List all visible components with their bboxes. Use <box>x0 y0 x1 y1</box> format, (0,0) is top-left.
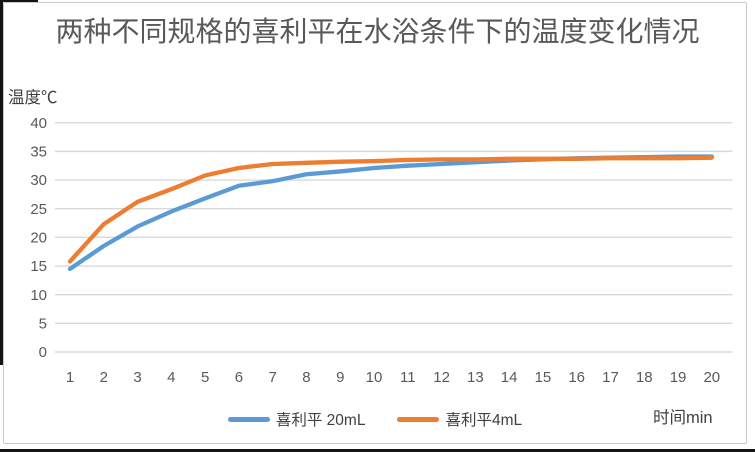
y-axis-label: 温度℃ <box>8 89 58 107</box>
y-tick-label: 10 <box>30 287 47 304</box>
x-tick-label: 12 <box>433 369 450 386</box>
x-tick-label: 6 <box>235 369 243 386</box>
x-tick-label: 5 <box>201 369 209 386</box>
legend-swatch-blue <box>227 416 270 422</box>
x-tick-label: 18 <box>636 369 653 386</box>
x-axis-label: 时间min <box>653 409 713 427</box>
x-tick-label: 9 <box>336 369 344 386</box>
chart-widget[interactable] <box>3 2 747 444</box>
x-tick-label: 15 <box>535 369 552 386</box>
x-tick-label: 3 <box>133 369 141 386</box>
y-tick-label: 5 <box>39 316 47 333</box>
x-tick-label: 7 <box>269 369 277 386</box>
x-tick-label: 19 <box>670 369 687 386</box>
x-tick-label: 1 <box>66 369 74 386</box>
screen-edge-artifact-bottom <box>0 449 755 452</box>
y-tick-label: 15 <box>30 258 47 275</box>
legend-label-series-1: 喜利平 20mL <box>275 412 366 429</box>
x-tick-label: 11 <box>400 369 416 386</box>
x-tick-label: 17 <box>602 369 619 386</box>
y-tick-label: 35 <box>30 144 47 161</box>
legend: 喜利平 20mL 喜利平4mL <box>3 408 747 430</box>
y-tick-label: 0 <box>39 344 47 361</box>
screen-edge-artifact-top <box>0 0 38 2</box>
legend-item-series-1[interactable]: 喜利平 20mL <box>227 408 366 430</box>
series-line-2[interactable] <box>67 155 714 264</box>
x-tick-label: 10 <box>366 369 383 386</box>
chart-title: 两种不同规格的喜利平在水浴条件下的温度变化情况 <box>55 16 700 47</box>
legend-label-series-2: 喜利平4mL <box>445 412 523 429</box>
y-tick-label: 25 <box>30 201 47 218</box>
x-tick-label: 8 <box>302 369 310 386</box>
x-tick-label: 13 <box>467 369 484 386</box>
y-tick-label: 30 <box>30 172 47 189</box>
legend-swatch-orange <box>397 416 440 422</box>
x-tick-label: 14 <box>501 369 518 386</box>
screen-edge-artifact-left <box>0 0 3 365</box>
series-line-1[interactable] <box>67 154 714 272</box>
y-tick-label: 20 <box>30 230 47 247</box>
x-tick-label: 16 <box>568 369 585 386</box>
legend-item-series-2[interactable]: 喜利平4mL <box>397 408 522 430</box>
x-tick-label: 20 <box>703 369 720 386</box>
x-tick-label: 4 <box>167 369 175 386</box>
x-tick-label: 2 <box>100 369 108 386</box>
y-tick-label: 40 <box>30 115 47 132</box>
